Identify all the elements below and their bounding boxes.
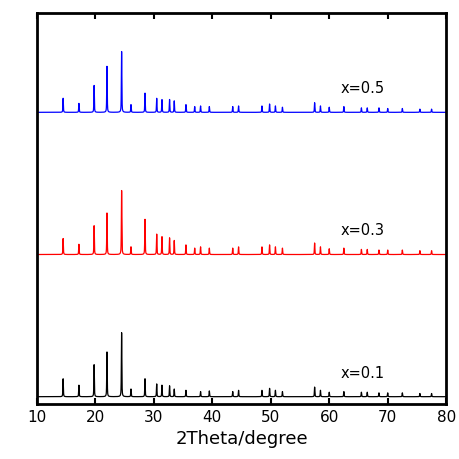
X-axis label: 2Theta/degree: 2Theta/degree bbox=[175, 429, 307, 447]
Text: x=0.5: x=0.5 bbox=[340, 81, 384, 96]
Text: x=0.3: x=0.3 bbox=[340, 223, 384, 238]
Text: x=0.1: x=0.1 bbox=[340, 365, 384, 380]
